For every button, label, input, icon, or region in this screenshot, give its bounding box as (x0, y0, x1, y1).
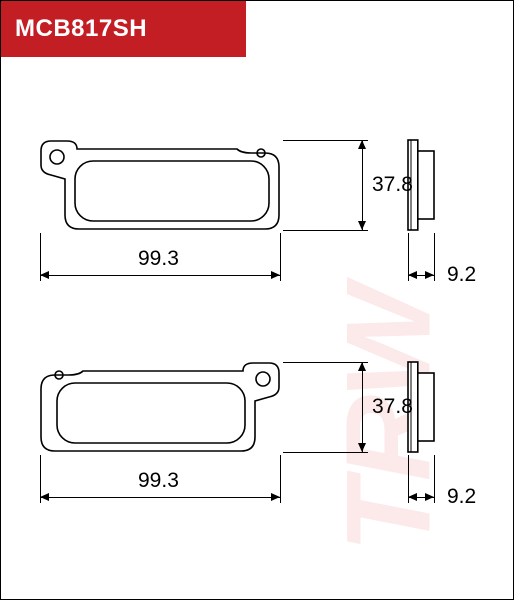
brake-pad-front-view (39, 139, 281, 236)
dimension-label: 9.2 (447, 263, 476, 287)
extension-line (280, 455, 281, 503)
extension-line (434, 233, 435, 281)
dimension-label: 9.2 (447, 485, 476, 509)
extension-line (434, 455, 435, 503)
extension-line (283, 452, 368, 453)
part-number: MCB817SH (15, 15, 147, 43)
dimension-arrow (362, 140, 363, 230)
dimension-label: 99.3 (138, 247, 179, 271)
extension-line (280, 233, 281, 281)
header-band: MCB817SH (1, 1, 246, 57)
dimension-arrow (408, 275, 434, 276)
extension-line (283, 140, 368, 141)
dimension-arrow (40, 275, 280, 276)
brake-pad-front-view (39, 361, 281, 458)
dimension-arrow (362, 362, 363, 452)
brand-watermark: TRW (320, 287, 458, 552)
dimension-label: 37.8 (372, 395, 413, 419)
extension-line (283, 230, 368, 231)
dimension-label: 37.8 (372, 173, 413, 197)
diagram-root: MCB817SHTRW37.899.39.237.899.39.2 (0, 0, 514, 600)
dimension-label: 99.3 (138, 469, 179, 493)
dimension-arrow (408, 497, 434, 498)
extension-line (283, 362, 368, 363)
dimension-arrow (40, 497, 280, 498)
